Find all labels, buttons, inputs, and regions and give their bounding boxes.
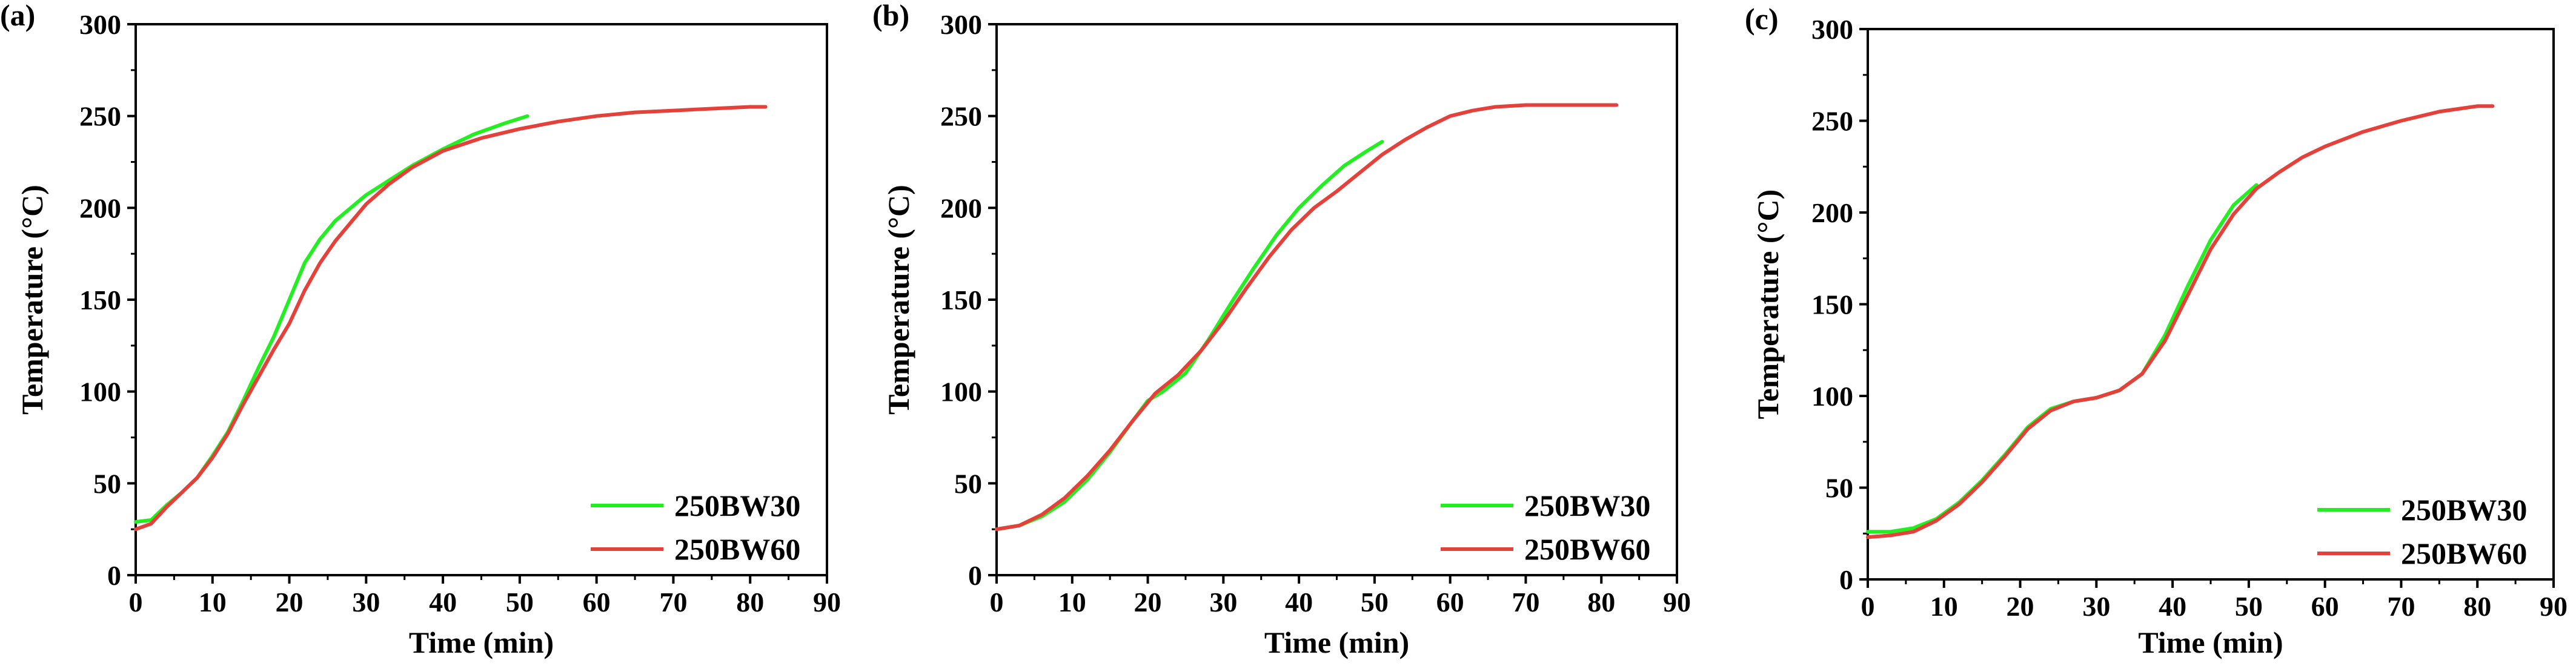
x-tick-label: 40 (1285, 587, 1313, 618)
x-tick-label: 50 (2235, 591, 2263, 622)
series-line-250bw30 (134, 114, 529, 524)
chart-panel-1: (a) 0 10 20 30 40 50 60 70 80 90 0 50 100 150 200 250 300… (0, 0, 841, 659)
x-tick-label: 40 (429, 587, 457, 618)
y-axis-title: Temperature (°C) (15, 185, 49, 415)
y-tick-label: 200 (79, 193, 121, 223)
y-tick-label: 250 (79, 101, 121, 132)
x-tick-label: 20 (1134, 587, 1162, 618)
y-tick-label: 150 (940, 285, 982, 315)
x-tick-label: 50 (1361, 587, 1389, 618)
legend-label-250bw60: 250BW60 (2401, 536, 2527, 570)
x-tick-label: 60 (2311, 591, 2339, 622)
y-tick-label: 150 (1811, 289, 1853, 320)
y-tick-label: 100 (940, 377, 982, 407)
legend-label-250bw60: 250BW60 (1524, 532, 1650, 566)
x-tick-label: 60 (583, 587, 611, 618)
chart-panel-3: (c) 0 10 20 30 40 50 60 70 80 90 0 50 100 150 200 250 300… (1745, 2, 2568, 659)
x-axis-title: Time (min) (2138, 625, 2283, 659)
x-tick-label: 80 (736, 587, 764, 618)
x-tick-label: 80 (2463, 591, 2491, 622)
x-tick-label: 70 (659, 587, 687, 618)
x-tick-label: 30 (352, 587, 380, 618)
y-tick-label: 250 (1811, 106, 1853, 137)
series-line-250bw30 (1866, 183, 2259, 534)
x-tick-label: 0 (990, 587, 1004, 618)
legend-label-250bw30: 250BW30 (674, 489, 800, 522)
series-line-250bw60 (995, 103, 1619, 532)
x-tick-label: 0 (129, 587, 143, 618)
x-tick-label: 10 (199, 587, 227, 618)
x-tick-label: 40 (2159, 591, 2186, 622)
x-tick-label: 0 (1861, 591, 1875, 622)
series-line-250bw60 (134, 105, 768, 532)
y-tick-label: 100 (79, 377, 121, 407)
chart-panel-2: (b) 0 10 20 30 40 50 60 70 80 90 0 50 100 150 200 250 300… (872, 0, 1691, 659)
y-tick-label: 150 (79, 285, 121, 315)
y-tick-label: 300 (79, 9, 121, 40)
series-line-250bw60 (1866, 104, 2495, 539)
x-tick-label: 70 (1512, 587, 1539, 618)
x-tick-label: 20 (2007, 591, 2034, 622)
x-tick-label: 20 (276, 587, 304, 618)
x-axis-title: Time (min) (1264, 625, 1409, 659)
x-tick-label: 70 (2387, 591, 2415, 622)
y-tick-label: 250 (940, 101, 982, 132)
y-tick-label: 0 (1839, 564, 1853, 595)
x-tick-label: 30 (2082, 591, 2110, 622)
y-tick-label: 0 (107, 560, 121, 591)
x-tick-label: 10 (1058, 587, 1086, 618)
x-tick-label: 30 (1209, 587, 1237, 618)
x-tick-label: 90 (2540, 591, 2568, 622)
x-tick-label: 50 (506, 587, 534, 618)
y-tick-label: 50 (93, 468, 121, 499)
series-line-250bw30 (995, 140, 1384, 532)
panel-label: (b) (872, 0, 909, 32)
x-tick-label: 90 (813, 587, 841, 618)
panel-label: (a) (0, 0, 35, 32)
legend-label-250bw60: 250BW60 (674, 532, 800, 566)
y-axis-title: Temperature (°C) (1751, 189, 1785, 420)
y-tick-label: 300 (1811, 14, 1853, 45)
y-tick-label: 200 (1811, 197, 1853, 228)
y-axis-title: Temperature (°C) (881, 185, 915, 415)
x-tick-label: 10 (1930, 591, 1958, 622)
legend-label-250bw30: 250BW30 (2401, 493, 2527, 527)
y-tick-label: 50 (1825, 473, 1853, 504)
x-tick-label: 60 (1436, 587, 1464, 618)
y-tick-label: 100 (1811, 381, 1853, 412)
y-tick-label: 50 (954, 468, 982, 499)
x-tick-label: 90 (1663, 587, 1691, 618)
x-tick-label: 80 (1587, 587, 1615, 618)
y-tick-label: 0 (968, 560, 982, 591)
x-axis-title: Time (min) (409, 625, 554, 659)
y-tick-label: 200 (940, 193, 982, 223)
panel-label: (c) (1745, 2, 1779, 36)
y-tick-label: 300 (940, 9, 982, 40)
legend-label-250bw30: 250BW30 (1524, 489, 1650, 522)
